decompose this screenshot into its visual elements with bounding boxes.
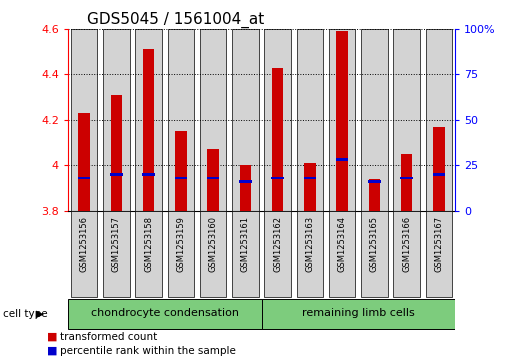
Bar	[111, 95, 122, 211]
FancyBboxPatch shape	[200, 211, 226, 297]
Text: GSM1253164: GSM1253164	[338, 216, 347, 272]
Bar	[175, 131, 187, 211]
Bar	[336, 158, 348, 161]
FancyBboxPatch shape	[426, 211, 452, 297]
Bar	[200, 29, 226, 211]
Bar	[329, 29, 355, 211]
Bar	[175, 176, 187, 179]
Bar	[239, 180, 252, 183]
Text: cell type: cell type	[3, 309, 47, 319]
Bar	[143, 49, 154, 211]
Bar	[208, 149, 219, 211]
FancyBboxPatch shape	[262, 299, 455, 329]
Text: GSM1253156: GSM1253156	[79, 216, 88, 272]
Text: GSM1253161: GSM1253161	[241, 216, 250, 272]
Bar	[78, 113, 90, 211]
Bar	[103, 29, 130, 211]
FancyBboxPatch shape	[265, 211, 291, 297]
Bar	[304, 163, 315, 211]
Text: percentile rank within the sample: percentile rank within the sample	[60, 346, 236, 356]
Text: remaining limb cells: remaining limb cells	[302, 308, 415, 318]
Bar	[168, 29, 194, 211]
FancyBboxPatch shape	[393, 211, 420, 297]
Text: ▶: ▶	[36, 309, 43, 319]
Bar	[426, 29, 452, 211]
Text: ■: ■	[47, 331, 58, 341]
Text: ■: ■	[47, 346, 58, 356]
Text: GSM1253159: GSM1253159	[176, 216, 185, 272]
Bar	[336, 31, 348, 211]
Text: GSM1253165: GSM1253165	[370, 216, 379, 272]
Bar	[207, 176, 219, 179]
Bar	[271, 176, 284, 179]
Bar	[142, 173, 155, 176]
Text: GSM1253158: GSM1253158	[144, 216, 153, 272]
FancyBboxPatch shape	[68, 299, 262, 329]
Text: GSM1253162: GSM1253162	[273, 216, 282, 272]
Bar	[272, 68, 283, 211]
FancyBboxPatch shape	[103, 211, 130, 297]
Bar	[304, 176, 316, 179]
Bar	[232, 29, 258, 211]
Bar	[368, 180, 381, 183]
Bar	[265, 29, 291, 211]
Bar	[433, 127, 445, 211]
Bar	[369, 179, 380, 211]
Bar	[240, 165, 251, 211]
Text: GSM1253167: GSM1253167	[435, 216, 444, 272]
FancyBboxPatch shape	[329, 211, 355, 297]
Bar	[401, 176, 413, 179]
Bar	[110, 173, 122, 176]
FancyBboxPatch shape	[168, 211, 194, 297]
Bar	[361, 29, 388, 211]
Bar	[297, 29, 323, 211]
Bar	[433, 173, 445, 176]
FancyBboxPatch shape	[232, 211, 258, 297]
FancyBboxPatch shape	[135, 211, 162, 297]
Bar	[393, 29, 420, 211]
Bar	[78, 176, 90, 179]
Text: transformed count: transformed count	[60, 332, 157, 342]
Text: GSM1253163: GSM1253163	[305, 216, 314, 272]
Text: GSM1253157: GSM1253157	[112, 216, 121, 272]
FancyBboxPatch shape	[361, 211, 388, 297]
Text: GSM1253166: GSM1253166	[402, 216, 411, 272]
Bar	[135, 29, 162, 211]
Bar	[401, 154, 412, 211]
FancyBboxPatch shape	[71, 211, 97, 297]
Text: GSM1253160: GSM1253160	[209, 216, 218, 272]
FancyBboxPatch shape	[297, 211, 323, 297]
Text: chondrocyte condensation: chondrocyte condensation	[91, 308, 238, 318]
Bar	[71, 29, 97, 211]
Text: GDS5045 / 1561004_at: GDS5045 / 1561004_at	[87, 12, 265, 28]
